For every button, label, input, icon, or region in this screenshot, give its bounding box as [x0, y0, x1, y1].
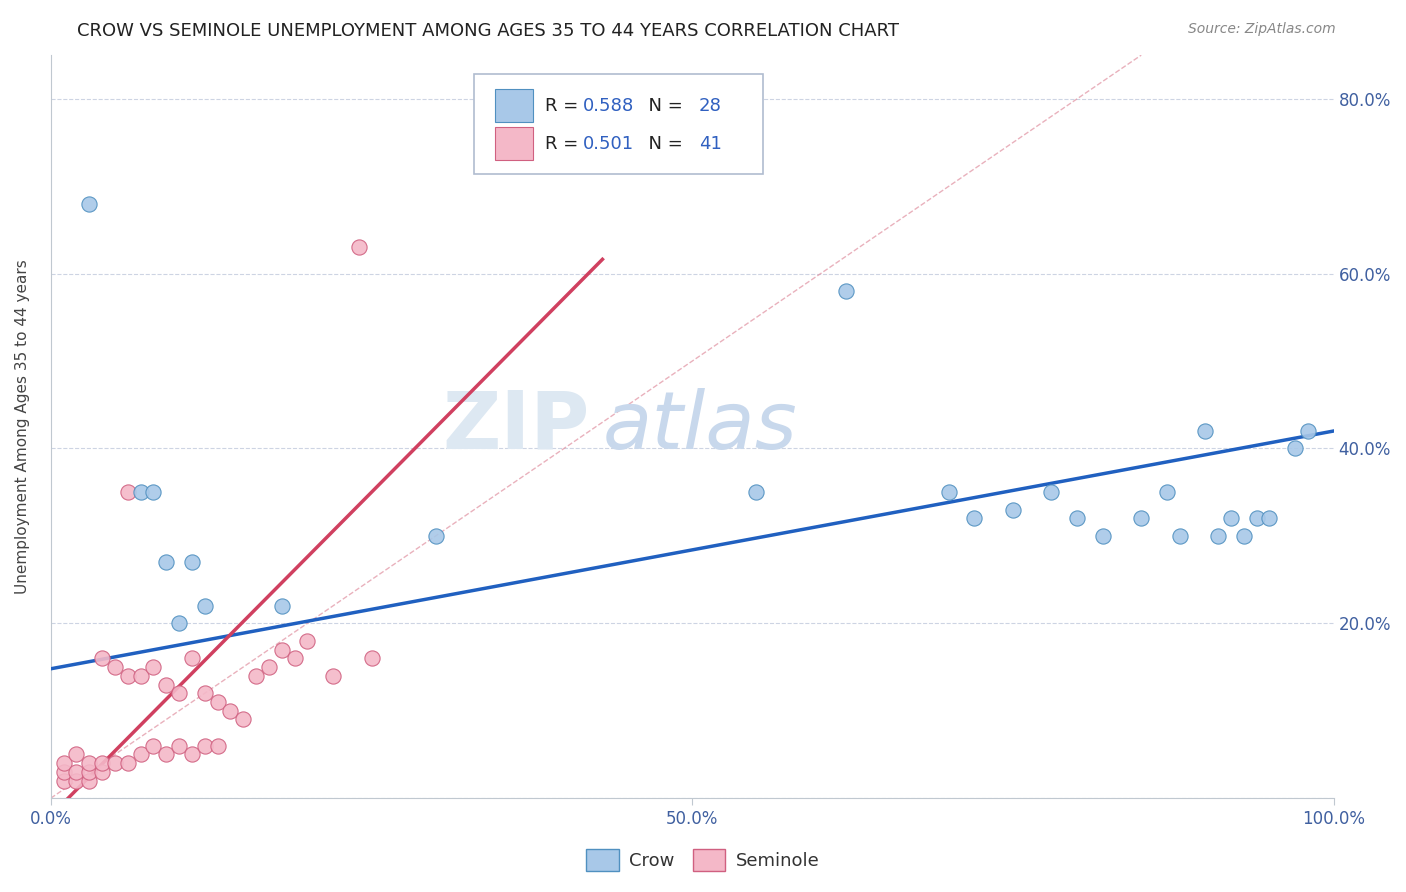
- Point: [284, 651, 307, 665]
- Point: [1001, 502, 1024, 516]
- Point: [52, 764, 75, 779]
- Text: 41: 41: [699, 135, 721, 153]
- Text: R =: R =: [544, 135, 583, 153]
- Point: [129, 669, 152, 683]
- Point: [1156, 485, 1178, 500]
- Point: [1194, 424, 1216, 438]
- Point: [79, 773, 101, 788]
- Point: [963, 511, 986, 525]
- Point: [155, 555, 177, 569]
- Text: CROW VS SEMINOLE UNEMPLOYMENT AMONG AGES 35 TO 44 YEARS CORRELATION CHART: CROW VS SEMINOLE UNEMPLOYMENT AMONG AGES…: [77, 22, 900, 40]
- Text: Source: ZipAtlas.com: Source: ZipAtlas.com: [1188, 22, 1336, 37]
- Text: R =: R =: [544, 96, 583, 115]
- Point: [142, 739, 165, 753]
- Point: [1206, 529, 1229, 543]
- Point: [181, 651, 204, 665]
- Point: [65, 773, 87, 788]
- Point: [104, 756, 127, 771]
- Point: [167, 616, 190, 631]
- Point: [52, 773, 75, 788]
- Point: [155, 677, 177, 691]
- Point: [1168, 529, 1191, 543]
- Point: [91, 651, 114, 665]
- Text: ZIP: ZIP: [443, 388, 589, 466]
- Point: [117, 669, 139, 683]
- Point: [65, 747, 87, 762]
- Text: 0.588: 0.588: [583, 96, 634, 115]
- FancyBboxPatch shape: [474, 74, 763, 174]
- Point: [257, 660, 280, 674]
- Point: [1296, 424, 1319, 438]
- Point: [194, 599, 217, 613]
- Point: [52, 756, 75, 771]
- Point: [65, 764, 87, 779]
- Point: [117, 756, 139, 771]
- Point: [347, 240, 370, 254]
- Point: [1130, 511, 1153, 525]
- Point: [167, 739, 190, 753]
- Point: [181, 555, 204, 569]
- Text: atlas: atlas: [602, 388, 797, 466]
- Point: [91, 764, 114, 779]
- Point: [181, 747, 204, 762]
- Point: [232, 713, 254, 727]
- Point: [167, 686, 190, 700]
- Point: [142, 485, 165, 500]
- Point: [142, 660, 165, 674]
- Point: [270, 599, 292, 613]
- Point: [1040, 485, 1063, 500]
- Text: N =: N =: [637, 135, 689, 153]
- Point: [194, 739, 217, 753]
- Point: [835, 284, 858, 298]
- Point: [79, 756, 101, 771]
- Point: [207, 739, 229, 753]
- Point: [270, 642, 292, 657]
- Legend: Crow, Seminole: Crow, Seminole: [579, 842, 827, 879]
- Text: N =: N =: [637, 96, 689, 115]
- Point: [425, 529, 447, 543]
- Point: [79, 764, 101, 779]
- Point: [117, 485, 139, 500]
- Point: [79, 196, 101, 211]
- Point: [1233, 529, 1256, 543]
- Point: [360, 651, 382, 665]
- Point: [129, 485, 152, 500]
- Point: [155, 747, 177, 762]
- Point: [129, 747, 152, 762]
- FancyBboxPatch shape: [495, 128, 533, 160]
- Point: [194, 686, 217, 700]
- Point: [1246, 511, 1268, 525]
- Point: [297, 633, 319, 648]
- Y-axis label: Unemployment Among Ages 35 to 44 years: Unemployment Among Ages 35 to 44 years: [15, 260, 30, 594]
- Point: [219, 704, 242, 718]
- Text: 0.501: 0.501: [583, 135, 634, 153]
- Point: [91, 756, 114, 771]
- Point: [1066, 511, 1088, 525]
- Point: [245, 669, 267, 683]
- Point: [1091, 529, 1114, 543]
- Point: [1220, 511, 1243, 525]
- Point: [745, 485, 768, 500]
- Point: [322, 669, 344, 683]
- FancyBboxPatch shape: [495, 89, 533, 122]
- Point: [938, 485, 960, 500]
- Point: [1284, 442, 1306, 456]
- Point: [1258, 511, 1281, 525]
- Point: [207, 695, 229, 709]
- Text: 28: 28: [699, 96, 721, 115]
- Point: [104, 660, 127, 674]
